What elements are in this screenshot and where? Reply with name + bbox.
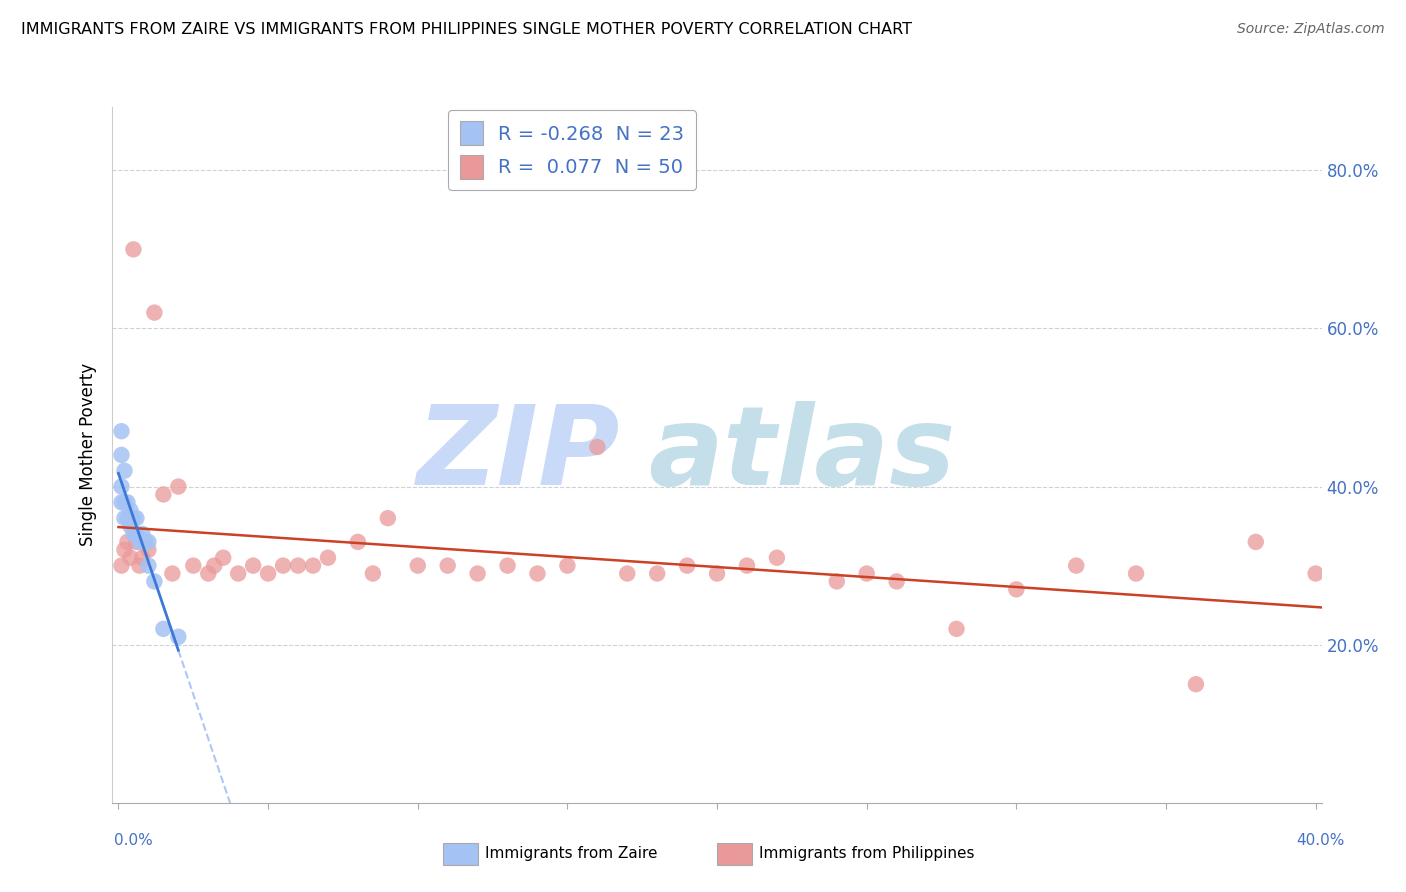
Point xyxy=(114,464,136,478)
Point xyxy=(1244,534,1267,549)
Point xyxy=(120,503,142,517)
Point xyxy=(120,519,142,533)
Point xyxy=(302,558,325,573)
Point xyxy=(945,622,967,636)
Point xyxy=(202,558,225,573)
Text: 40.0%: 40.0% xyxy=(1296,833,1344,847)
Point xyxy=(128,534,150,549)
Point xyxy=(143,574,166,589)
Point xyxy=(1305,566,1327,581)
Point xyxy=(114,495,136,509)
Point xyxy=(167,479,190,493)
Point xyxy=(1064,558,1087,573)
Point xyxy=(125,527,148,541)
Point xyxy=(706,566,728,581)
Point xyxy=(138,558,160,573)
Point xyxy=(120,550,142,565)
Point xyxy=(676,558,699,573)
Y-axis label: Single Mother Poverty: Single Mother Poverty xyxy=(79,363,97,547)
Point xyxy=(361,566,384,581)
Point xyxy=(110,558,132,573)
Point xyxy=(377,511,399,525)
Point xyxy=(131,527,153,541)
Text: Immigrants from Zaire: Immigrants from Zaire xyxy=(485,847,658,861)
Point xyxy=(287,558,309,573)
Point xyxy=(162,566,184,581)
Text: Immigrants from Philippines: Immigrants from Philippines xyxy=(759,847,974,861)
Point xyxy=(110,424,132,438)
Text: atlas: atlas xyxy=(648,401,956,508)
Point xyxy=(586,440,609,454)
Point xyxy=(167,630,190,644)
Point xyxy=(114,542,136,557)
Point xyxy=(316,550,339,565)
Point xyxy=(825,574,848,589)
Point xyxy=(347,534,370,549)
Point xyxy=(131,550,153,565)
Point xyxy=(114,511,136,525)
Point xyxy=(110,495,132,509)
Point xyxy=(134,534,156,549)
Text: Source: ZipAtlas.com: Source: ZipAtlas.com xyxy=(1237,22,1385,37)
Point xyxy=(1005,582,1028,597)
Point xyxy=(496,558,519,573)
Text: ZIP: ZIP xyxy=(416,401,620,508)
Point xyxy=(117,495,139,509)
Point xyxy=(143,305,166,319)
Point xyxy=(122,243,145,257)
Point xyxy=(138,542,160,557)
Point xyxy=(855,566,877,581)
Point xyxy=(406,558,429,573)
Point xyxy=(197,566,219,581)
Point xyxy=(128,558,150,573)
Point xyxy=(242,558,264,573)
Point xyxy=(257,566,280,581)
Point xyxy=(152,487,174,501)
Point xyxy=(616,566,638,581)
Point xyxy=(467,566,489,581)
Point xyxy=(557,558,579,573)
Point xyxy=(117,534,139,549)
Point xyxy=(645,566,668,581)
Point xyxy=(226,566,249,581)
Point xyxy=(1185,677,1208,691)
Point xyxy=(886,574,908,589)
Point xyxy=(110,448,132,462)
Text: IMMIGRANTS FROM ZAIRE VS IMMIGRANTS FROM PHILIPPINES SINGLE MOTHER POVERTY CORRE: IMMIGRANTS FROM ZAIRE VS IMMIGRANTS FROM… xyxy=(21,22,912,37)
Point xyxy=(766,550,789,565)
Point xyxy=(122,527,145,541)
Point xyxy=(436,558,458,573)
Point xyxy=(125,511,148,525)
Point xyxy=(117,511,139,525)
Point xyxy=(125,534,148,549)
Point xyxy=(526,566,548,581)
Point xyxy=(138,534,160,549)
Point xyxy=(181,558,204,573)
Point xyxy=(735,558,758,573)
Text: 0.0%: 0.0% xyxy=(114,833,153,847)
Point xyxy=(122,511,145,525)
Point xyxy=(110,479,132,493)
Point xyxy=(271,558,294,573)
Point xyxy=(212,550,235,565)
Legend: R = -0.268  N = 23, R =  0.077  N = 50: R = -0.268 N = 23, R = 0.077 N = 50 xyxy=(449,110,696,190)
Point xyxy=(1125,566,1147,581)
Point xyxy=(152,622,174,636)
